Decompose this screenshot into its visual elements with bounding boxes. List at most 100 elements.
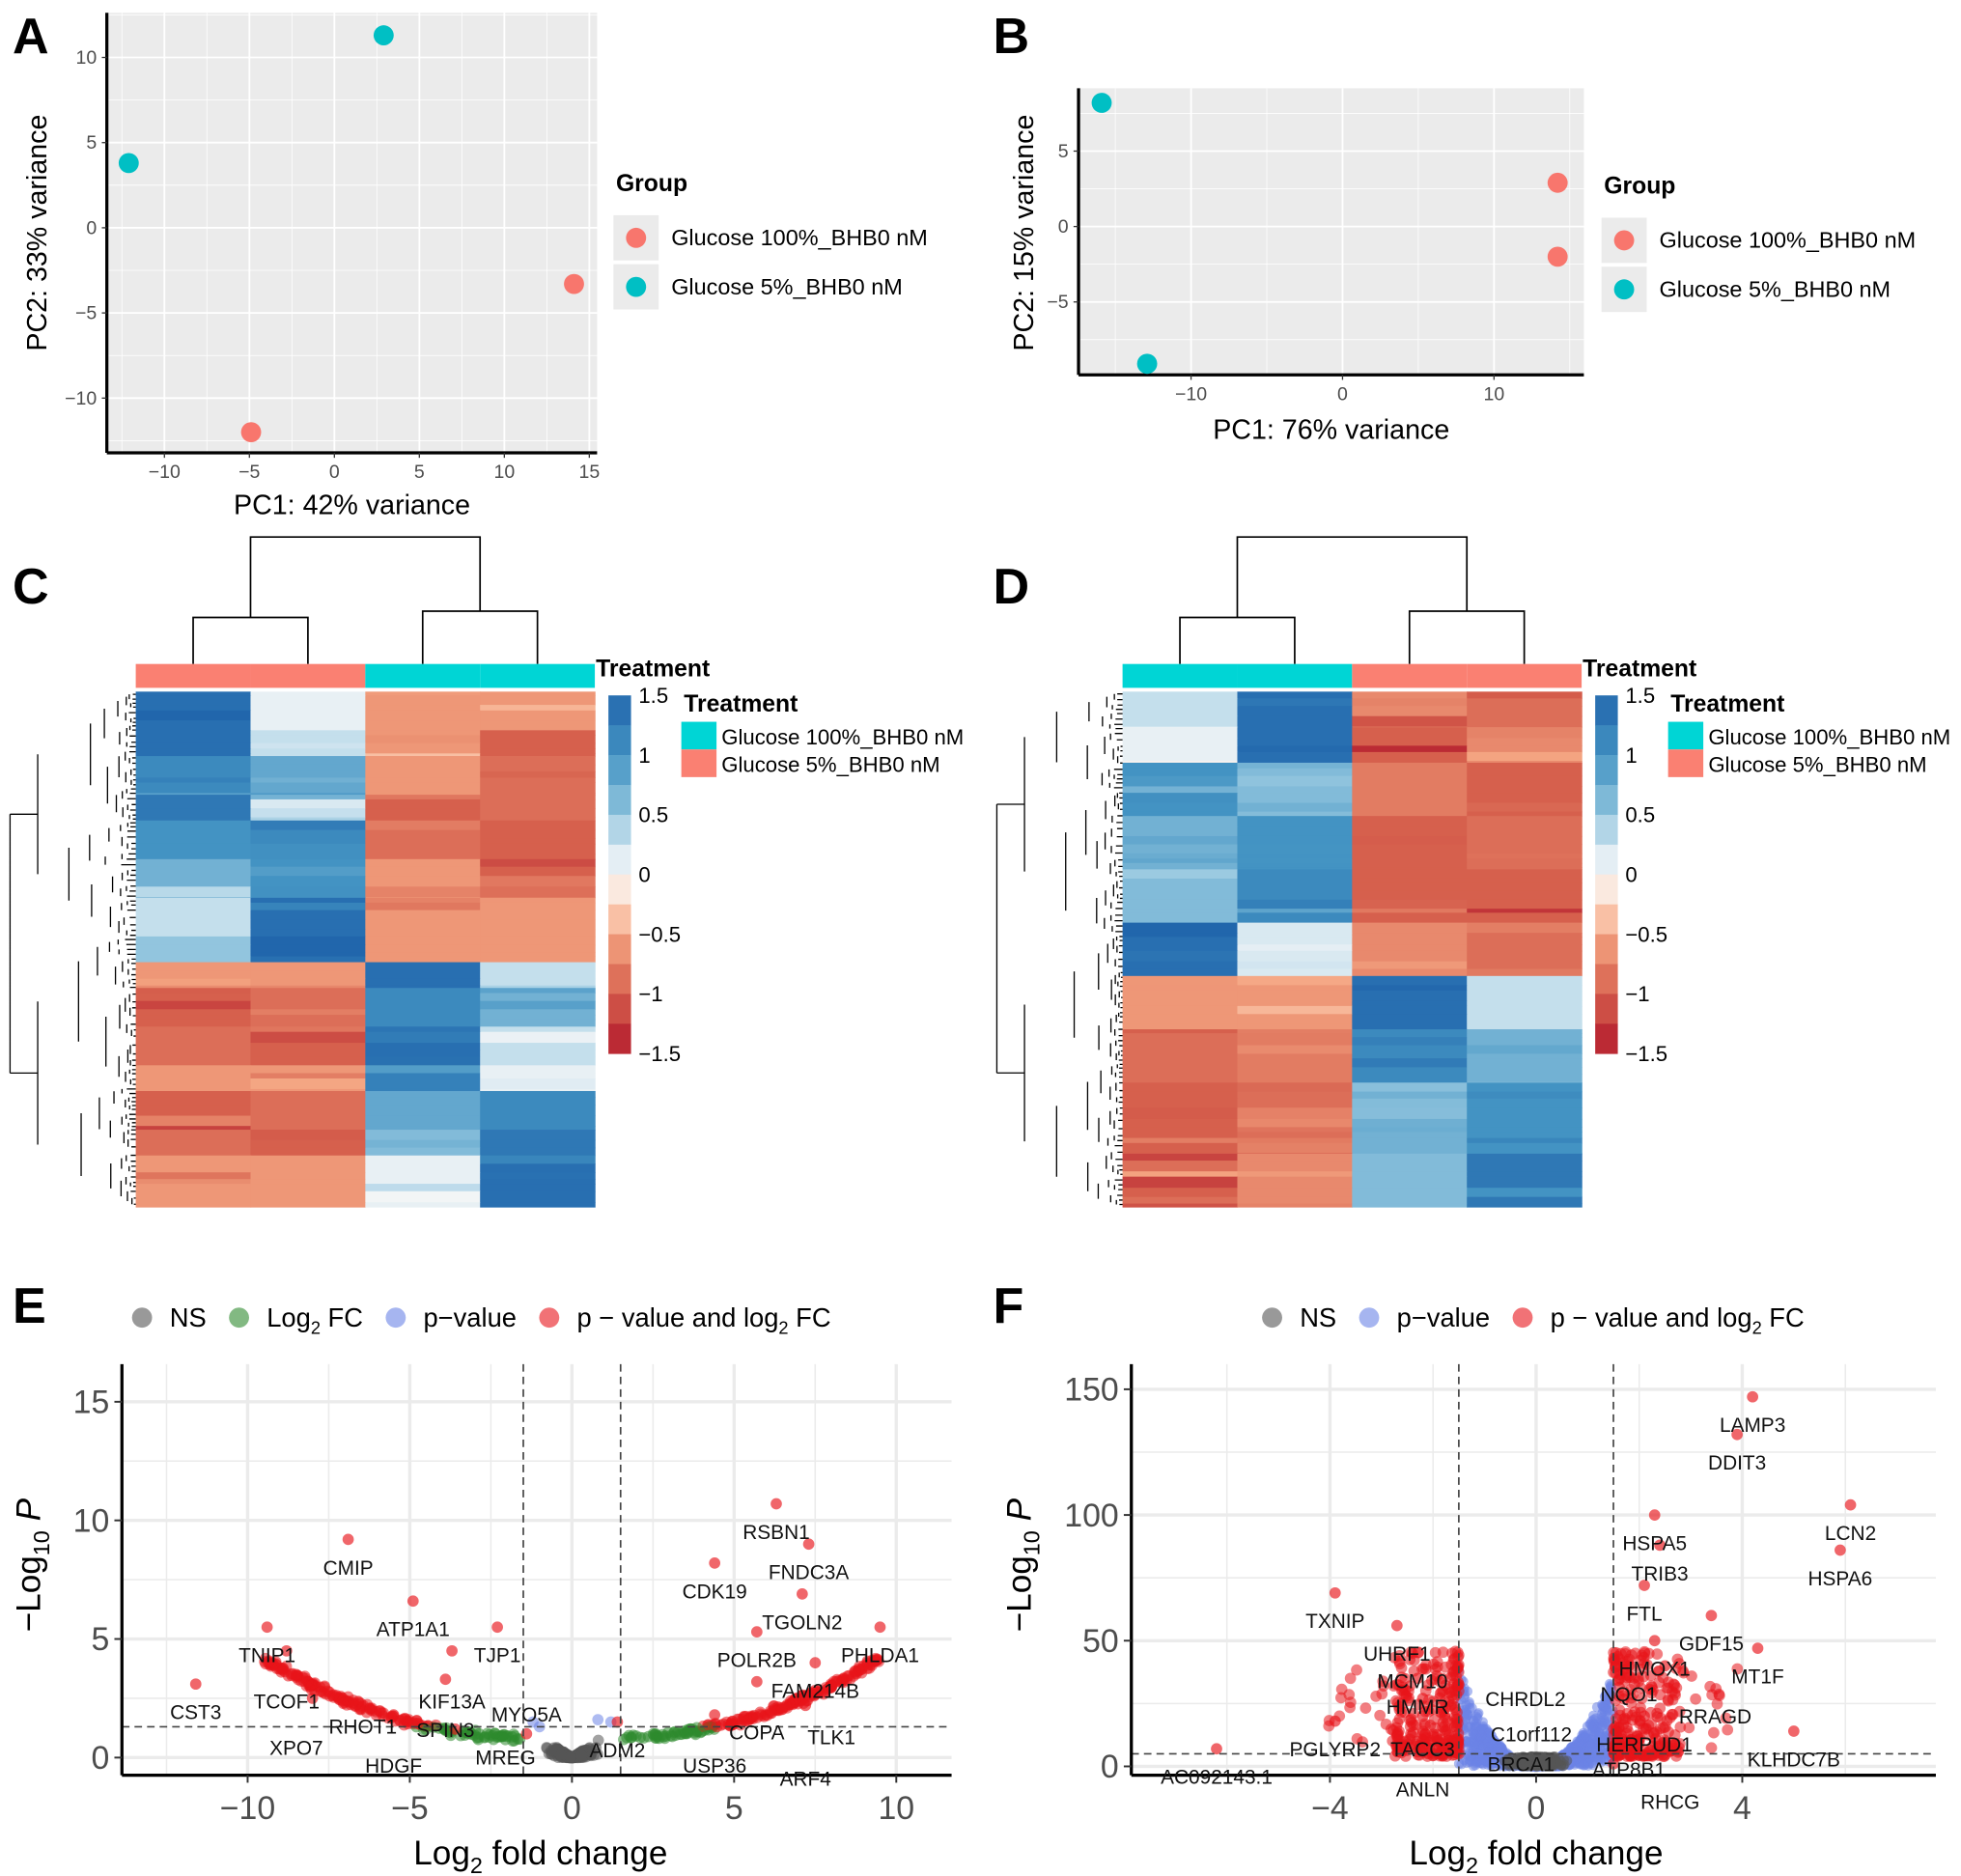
heatmap-cell: [480, 1139, 596, 1149]
heatmap-cell: [365, 798, 481, 809]
legend-key: [626, 276, 647, 297]
heatmap-cell: [1352, 961, 1468, 970]
heatmap-cell: [1237, 1023, 1353, 1030]
heatmap-cell: [1467, 1091, 1583, 1100]
heatmap-cell: [135, 764, 252, 772]
legend-key: [1512, 1307, 1533, 1329]
heatmap-cell: [1352, 1067, 1468, 1075]
heatmap-cell: [1237, 944, 1353, 952]
legend-key: [131, 1307, 153, 1329]
heatmap-cell: [365, 897, 481, 904]
heatmap-cell: [480, 843, 596, 855]
heatmap-cell: [250, 876, 366, 887]
heatmap-cell: [1122, 909, 1239, 913]
heatmap-cell: [250, 1202, 366, 1208]
heatmap-cell: [480, 777, 596, 784]
heatmap-cell: [480, 730, 596, 736]
x-label-sub: 2: [470, 1853, 483, 1876]
color-scale-segment: [608, 814, 631, 846]
heatmap-cell: [365, 748, 481, 754]
legend-label-text: p − value and log: [1551, 1302, 1752, 1332]
heatmap-cell: [365, 1147, 481, 1157]
heatmap-cell: [250, 710, 366, 721]
heatmap-cell: [1467, 1161, 1583, 1172]
y-tick-label: 150: [1064, 1372, 1118, 1409]
labeled-point: [1329, 1586, 1341, 1599]
heatmap-cell: [1467, 968, 1583, 977]
legend-key: [626, 227, 647, 248]
heatmap-cell: [1467, 1082, 1583, 1093]
gene-label: USP36: [683, 1755, 746, 1778]
heatmap-cell: [135, 1056, 252, 1066]
heatmap-cell: [1352, 715, 1468, 728]
gene-label: XPO7: [269, 1738, 323, 1760]
legend-label-post: FC: [321, 1302, 363, 1332]
data-point: [1136, 353, 1158, 375]
labeled-point: [1835, 1544, 1846, 1556]
heatmap-cell: [250, 1065, 366, 1075]
heatmap-cell: [480, 720, 596, 731]
gene-label: CDK19: [683, 1581, 747, 1603]
heatmap-cell: [250, 1190, 366, 1203]
pca-a-y-label: PC2: 33% variance: [22, 115, 53, 351]
heatmap-cell: [480, 936, 596, 946]
gene-label: HDGF: [365, 1755, 422, 1778]
heatmap-cell: [365, 952, 481, 958]
heatmap-cell: [480, 770, 596, 778]
heatmap-cell: [1237, 1005, 1353, 1015]
heatmap-cell: [1122, 786, 1239, 794]
heatmap-cell: [1467, 878, 1583, 883]
heatmap-cell: [135, 720, 252, 731]
heatmap-cell: [1237, 1033, 1353, 1038]
x-tick-label: 10: [1483, 383, 1504, 405]
heatmap-cell: [1467, 1045, 1583, 1054]
heatmap-cell: [1467, 1000, 1583, 1007]
data-point: [1636, 1663, 1648, 1675]
data-point: [1654, 1702, 1667, 1715]
heatmap-cell: [365, 695, 481, 706]
gene-label: HSPA6: [1808, 1568, 1873, 1590]
annotation-cell: [135, 663, 251, 688]
heatmap-cell: [250, 902, 366, 911]
data-point: [118, 153, 139, 174]
heatmap-cell: [1237, 1058, 1353, 1068]
color-scale-label: −1: [638, 982, 662, 1006]
legend-key: [229, 1307, 249, 1329]
heatmap-cell: [365, 720, 481, 731]
heatmap-cell: [1352, 1171, 1468, 1178]
heatmap-cell: [135, 886, 252, 898]
annotation-cell: [1122, 663, 1238, 688]
heatmap-cell: [1122, 816, 1239, 827]
panel-label-f: F: [994, 1278, 1024, 1334]
panel-label-a: A: [13, 9, 49, 65]
row-dendrogram: [995, 693, 1123, 1206]
heatmap-cell: [1122, 944, 1239, 952]
x-tick-label: 0: [1337, 383, 1348, 405]
labeled-point: [797, 1587, 808, 1600]
data-point: [1508, 1757, 1520, 1769]
legend-label-sub: 2: [311, 1319, 321, 1338]
heatmap-cell: [1352, 922, 1468, 934]
gene-label: ATP1A1: [377, 1619, 450, 1641]
heatmap-cell: [1122, 1029, 1239, 1034]
heatmap-cell: [1467, 909, 1583, 913]
heatmap-cell: [480, 782, 596, 794]
pca-b-y-label: PC2: 15% variance: [1009, 115, 1040, 351]
heatmap-cell: [135, 1163, 252, 1173]
heatmap-cell: [135, 970, 252, 980]
heatmap-cell: [1467, 1171, 1583, 1178]
heatmap-cell: [135, 988, 252, 994]
heatmap-cell: [1122, 1033, 1239, 1038]
heatmap-cell: [1122, 745, 1239, 753]
heatmap-cell: [1237, 745, 1353, 753]
data-point: [269, 1658, 282, 1670]
heatmap-cell: [250, 735, 366, 744]
gene-label: AC092143.1: [1161, 1767, 1273, 1789]
heatmap-cell: [1352, 1074, 1468, 1083]
heatmap-cell: [1237, 1118, 1353, 1128]
heatmap-cell: [1467, 761, 1583, 764]
heatmap-cell: [1467, 853, 1583, 859]
heatmap-cell: [480, 962, 596, 971]
heatmap-cell: [250, 720, 366, 731]
heatmap-cell: [1237, 811, 1353, 817]
